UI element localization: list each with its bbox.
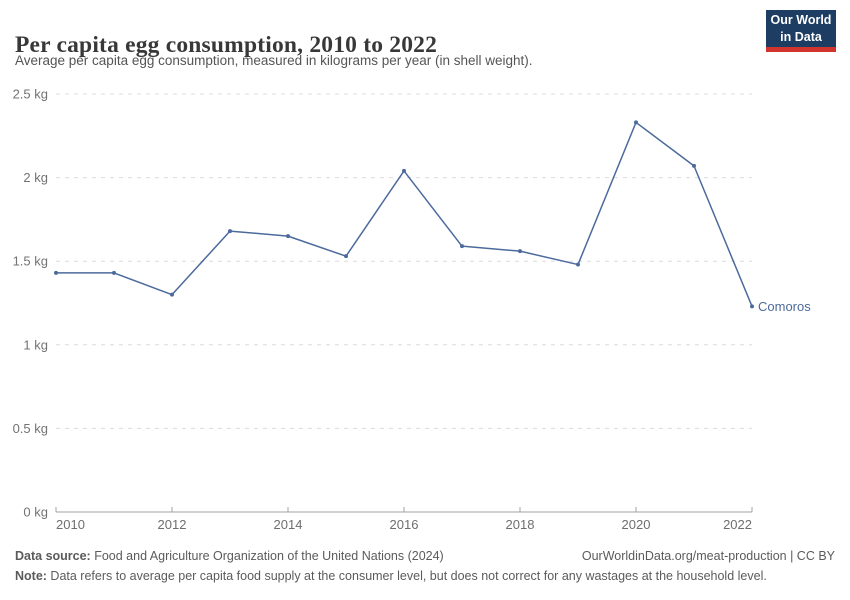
x-tick-label: 2018: [506, 517, 535, 532]
line-chart: 0 kg 0.5 kg 1 kg 1.5 kg 2 kg 2.5 kg 2010 2012 20…: [13, 87, 812, 533]
data-point: [344, 254, 348, 259]
data-point: [228, 229, 232, 234]
data-line: [56, 121, 753, 307]
note-value: Data refers to average per capita food s…: [46, 569, 767, 583]
data-point: [750, 304, 754, 309]
data-point: [634, 120, 638, 125]
chart-title: Per capita egg consumption, 2010 to 2022: [15, 31, 438, 58]
owid-logo-line1: Our World: [770, 12, 832, 27]
y-tick-label: 1 kg: [23, 337, 48, 352]
x-tick-label: 2022: [723, 517, 752, 532]
y-tick-label: 0 kg: [23, 505, 48, 520]
y-tick-label: 2.5 kg: [13, 87, 48, 102]
data-point: [112, 270, 116, 275]
footer-row-source: Data source: Food and Agriculture Organi…: [15, 546, 835, 566]
data-source-text: Data source: Food and Agriculture Organi…: [15, 546, 444, 566]
data-point: [576, 262, 580, 267]
owid-logo[interactable]: Our World in Data: [766, 10, 836, 52]
owid-logo-line2: in Data: [780, 29, 822, 44]
y-tick-label: 1.5 kg: [13, 254, 48, 269]
series-label: Comoros: [758, 299, 811, 314]
data-point: [286, 234, 290, 239]
y-tick-label: 2 kg: [23, 170, 48, 185]
data-source-value: Food and Agriculture Organization of the…: [90, 549, 444, 563]
x-tick-label: 2012: [158, 517, 187, 532]
footer-row-note: Note: Data refers to average per capita …: [15, 566, 835, 586]
data-point: [170, 292, 174, 297]
data-point: [402, 168, 406, 173]
x-tick-label: 2014: [274, 517, 303, 532]
x-tick-label: 2010: [56, 517, 85, 532]
y-tick-label: 0.5 kg: [13, 421, 48, 436]
data-point: [460, 244, 464, 249]
x-tick-label: 2020: [622, 517, 651, 532]
data-point: [692, 163, 696, 168]
data-source-label: Data source:: [15, 549, 91, 563]
x-tick-label: 2016: [390, 517, 419, 532]
note-label: Note:: [15, 569, 47, 583]
data-point: [518, 249, 522, 254]
owid-url-link[interactable]: OurWorldinData.org/meat-production | CC …: [581, 549, 835, 563]
chart-subtitle: Average per capita egg consumption, meas…: [15, 53, 533, 68]
chart-footer: Data source: Food and Agriculture Organi…: [15, 546, 835, 586]
data-point: [54, 270, 58, 275]
